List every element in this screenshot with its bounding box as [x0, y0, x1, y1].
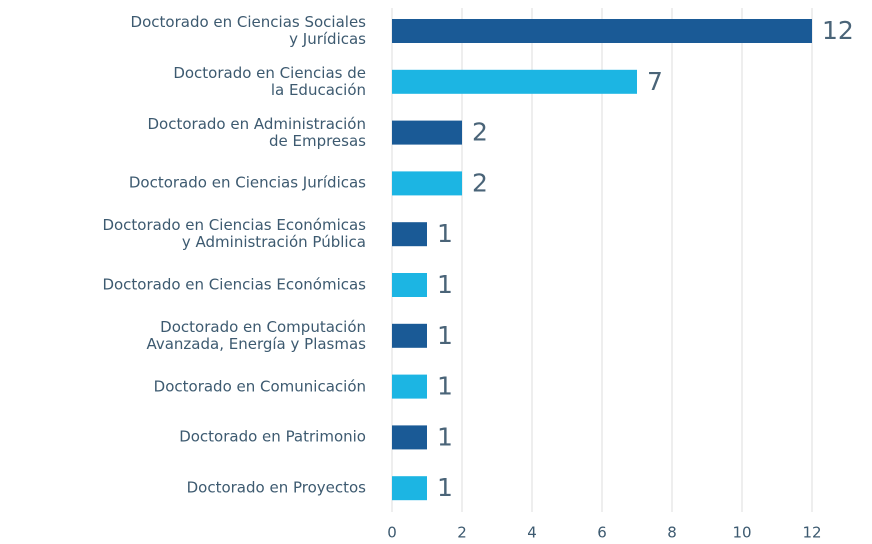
- bar: [392, 323, 427, 348]
- value-label: 1: [437, 372, 453, 401]
- bar: [392, 374, 427, 399]
- value-label: 1: [437, 473, 453, 502]
- category-label: Doctorado en Ciencias Económicas y Admin…: [102, 216, 366, 252]
- value-label: 7: [647, 67, 663, 96]
- bar: [392, 120, 462, 145]
- bar: [392, 476, 427, 501]
- x-tick-label: 0: [387, 524, 397, 542]
- value-label: 1: [437, 270, 453, 299]
- x-tick-label: 2: [457, 524, 467, 542]
- category-label: Doctorado en Computación Avanzada, Energ…: [146, 317, 366, 353]
- category-label: Doctorado en Proyectos: [186, 478, 366, 497]
- bar: [392, 19, 812, 43]
- category-label: Doctorado en Ciencias Sociales y Jurídic…: [130, 13, 366, 48]
- category-label: Doctorado en Comunicación: [153, 377, 366, 396]
- bar: [392, 222, 427, 247]
- category-label: Doctorado en Ciencias Jurídicas: [128, 173, 366, 192]
- x-tick-label: 12: [802, 524, 821, 542]
- value-label: 2: [472, 118, 488, 147]
- bar: [392, 171, 462, 196]
- bar: [392, 425, 427, 450]
- value-label: 12: [822, 16, 854, 45]
- value-label: 1: [437, 219, 453, 248]
- value-label: 1: [437, 422, 453, 451]
- x-tick-label: 8: [667, 524, 677, 542]
- bar: [392, 273, 427, 297]
- x-tick-label: 4: [527, 524, 537, 542]
- category-label: Doctorado en Ciencias de la Educación: [173, 63, 366, 99]
- bar: [392, 69, 637, 94]
- x-tick-label: 10: [732, 524, 751, 542]
- category-label: Doctorado en Patrimonio: [179, 427, 366, 446]
- category-label: Doctorado en Ciencias Económicas: [102, 275, 366, 294]
- value-label: 1: [437, 321, 453, 350]
- x-tick-label: 6: [597, 524, 607, 542]
- category-label: Doctorado en Administración de Empresas: [147, 114, 367, 150]
- value-label: 2: [472, 168, 488, 197]
